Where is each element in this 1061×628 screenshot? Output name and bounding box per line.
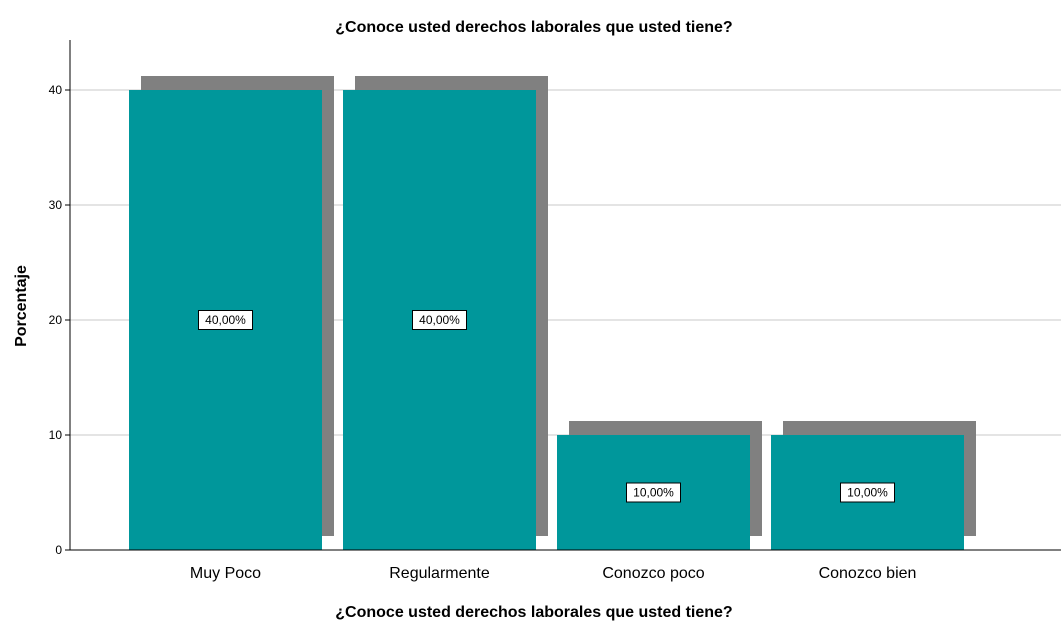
data-label-box <box>198 310 253 330</box>
y-ticks: 0 10 20 30 40 <box>49 83 70 557</box>
y-tick-label: 20 <box>49 313 63 327</box>
axes <box>69 40 1061 551</box>
x-tick-label: Regularmente <box>389 565 490 582</box>
y-tick-label: 30 <box>49 198 63 212</box>
x-ticks: Muy Poco Regularmente Conozco poco Conozco … <box>190 565 916 582</box>
x-tick-label: Muy Poco <box>190 565 261 582</box>
data-label: 40,00% <box>419 313 460 327</box>
x-axis-label: ¿Conoce usted derechos laborales que ust… <box>335 604 732 621</box>
data-label-box <box>412 310 467 330</box>
chart-title: ¿Conoce usted derechos laborales que ust… <box>335 19 732 36</box>
data-label: 40,00% <box>205 313 246 327</box>
x-tick-label: Conozco poco <box>602 565 704 582</box>
data-label-box <box>626 482 681 503</box>
data-labels: 40,00% 40,00% 10,00% 10,00% <box>198 310 895 503</box>
y-tick-label: 10 <box>49 428 63 442</box>
data-label: 10,00% <box>633 486 674 500</box>
data-label-box <box>840 482 895 503</box>
data-label: 10,00% <box>847 486 888 500</box>
y-tick-label: 40 <box>49 83 63 97</box>
y-axis-label: Porcentaje <box>13 265 30 347</box>
x-tick-label: Conozco bien <box>819 565 917 582</box>
y-tick-label: 0 <box>55 543 62 557</box>
